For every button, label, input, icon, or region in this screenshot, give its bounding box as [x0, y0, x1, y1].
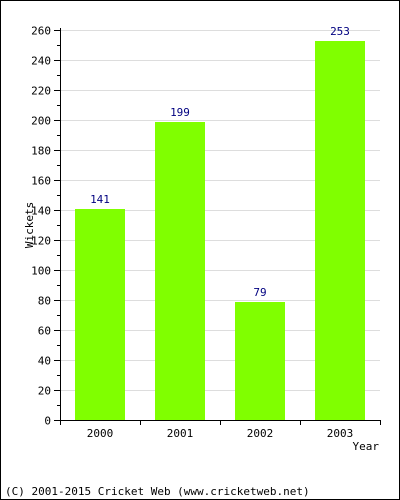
y-tick-label: 80 [38, 295, 51, 308]
y-tick-label: 60 [38, 325, 51, 338]
y-tick-label: 20 [38, 385, 51, 398]
bar-2001 [155, 122, 205, 420]
data-label-2002: 79 [253, 286, 266, 299]
x-tick-label-2001: 2001 [167, 427, 194, 440]
y-tick-label: 220 [31, 85, 51, 98]
data-label-2000: 141 [90, 193, 110, 206]
y-tick-label: 120 [31, 235, 51, 248]
y-tick-label: 260 [31, 25, 51, 38]
data-label-2001: 199 [170, 106, 190, 119]
y-tick-label: 0 [44, 415, 51, 428]
y-tick-label: 180 [31, 145, 51, 158]
y-tick-label: 240 [31, 55, 51, 68]
bar-2000 [75, 209, 125, 420]
y-tick-label: 40 [38, 355, 51, 368]
data-labels: 141 199 79 253 [90, 25, 350, 299]
bar-2002 [235, 302, 285, 420]
axes: 2000 2001 2002 2003 0 20 40 60 80 100 120 140 160 180… [31, 25, 381, 440]
y-axis-label: Wickets [23, 202, 36, 248]
bars [75, 41, 365, 420]
y-tick-label: 160 [31, 175, 51, 188]
y-tick-label: 140 [31, 205, 51, 218]
bar-2003 [315, 41, 365, 420]
x-tick-label-2003: 2003 [327, 427, 354, 440]
y-tick-label: 100 [31, 265, 51, 278]
data-label-2003: 253 [330, 25, 350, 38]
x-axis-label: Year [353, 440, 380, 453]
y-tick-label: 200 [31, 115, 51, 128]
x-tick-label-2000: 2000 [87, 427, 114, 440]
x-tick-label-2002: 2002 [247, 427, 274, 440]
copyright-footer: (C) 2001-2015 Cricket Web (www.cricketwe… [5, 485, 310, 498]
